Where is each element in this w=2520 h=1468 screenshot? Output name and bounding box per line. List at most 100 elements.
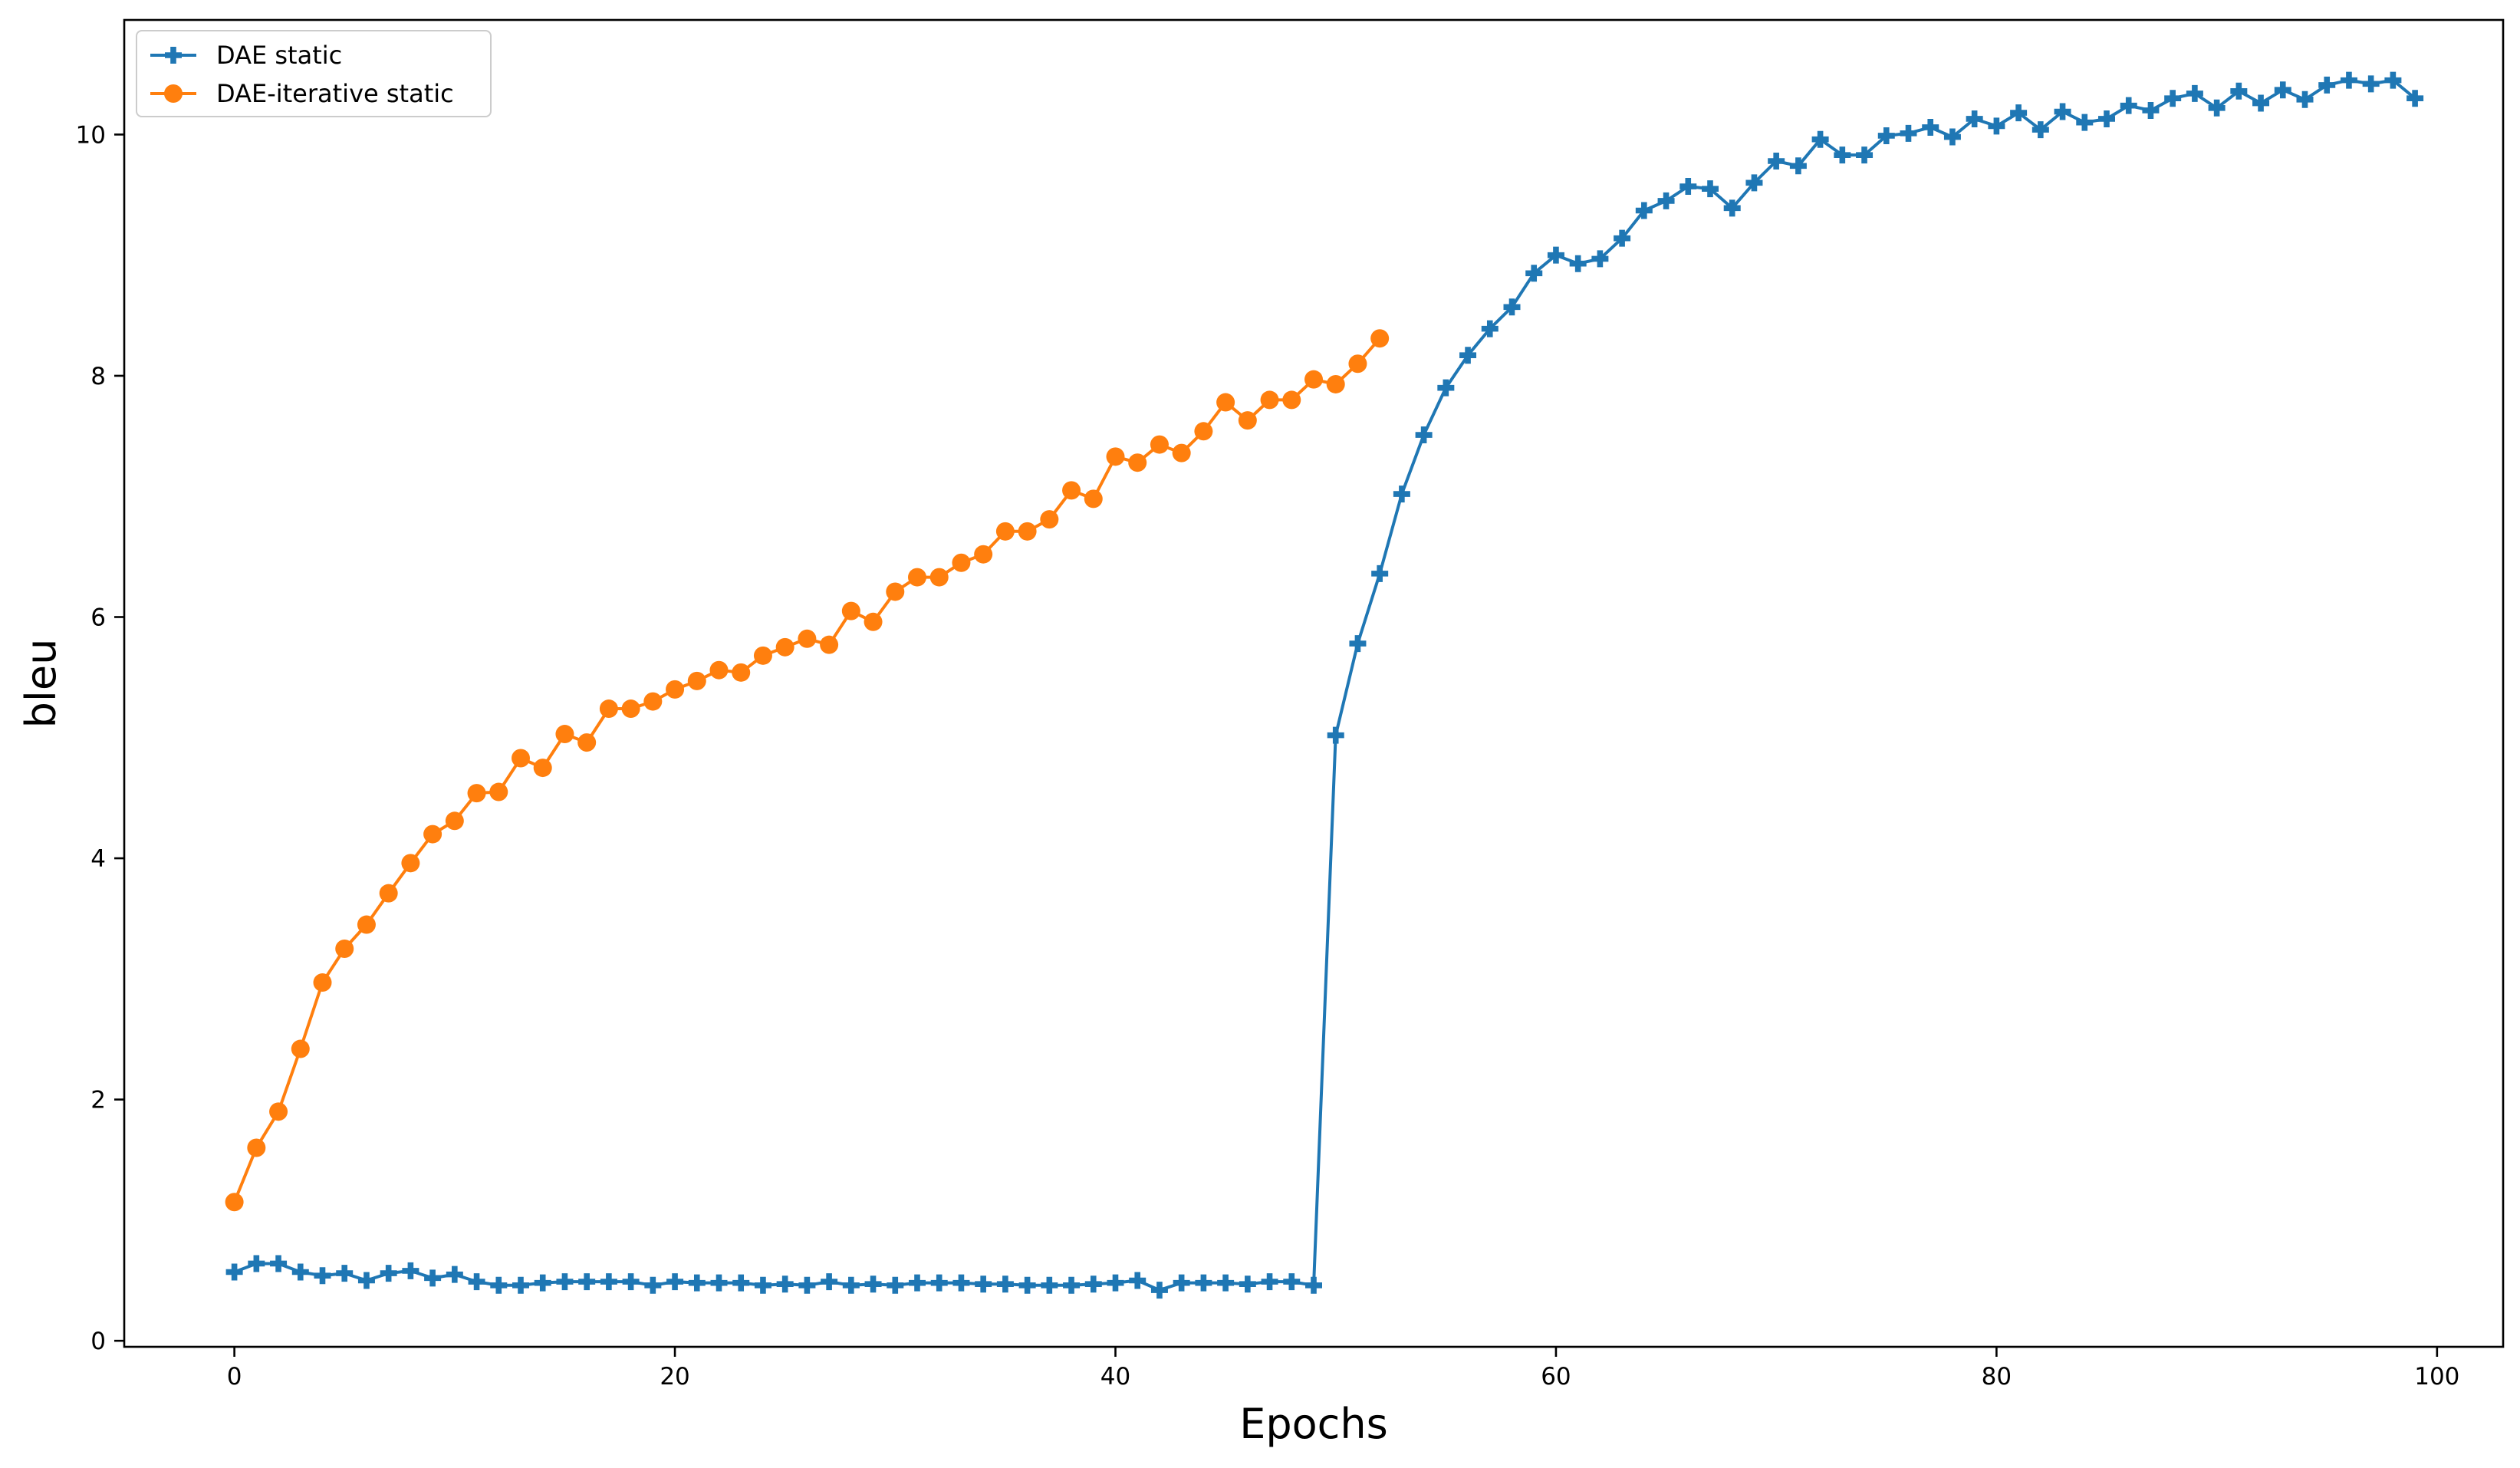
- data-point: [687, 671, 706, 690]
- data-point: [644, 1276, 662, 1294]
- data-point: [688, 1274, 706, 1292]
- data-point: [225, 1193, 244, 1212]
- data-point: [1922, 118, 1939, 136]
- data-point: [909, 1274, 926, 1292]
- data-point: [1635, 202, 1653, 219]
- data-point: [1834, 146, 1851, 164]
- y-tick-label: 0: [90, 1328, 106, 1355]
- series-line: [232, 337, 1381, 1203]
- data-point: [1614, 229, 1631, 247]
- data-point: [732, 1274, 750, 1292]
- x-tick-label: 0: [227, 1363, 242, 1391]
- x-tick-label: 100: [2414, 1363, 2459, 1391]
- data-point: [2252, 94, 2270, 112]
- data-point: [930, 1274, 948, 1292]
- data-point: [380, 1265, 397, 1282]
- data-point: [467, 784, 486, 803]
- data-point: [555, 725, 574, 744]
- data-point: [709, 660, 729, 680]
- data-point: [247, 1138, 266, 1157]
- data-point: [2076, 114, 2094, 131]
- data-point: [402, 1262, 419, 1279]
- legend-label: DAE-iterative static: [216, 79, 454, 108]
- data-point: [1393, 485, 1410, 503]
- data-point: [1239, 1275, 1256, 1293]
- data-point: [753, 646, 772, 665]
- data-point: [1900, 124, 1917, 142]
- data-point: [1415, 426, 1433, 444]
- data-point: [732, 663, 751, 682]
- y-axis-title: bleu: [17, 639, 65, 729]
- data-point: [2318, 76, 2336, 94]
- data-point: [1084, 489, 1103, 509]
- data-point: [512, 749, 530, 768]
- y-tick-label: 6: [90, 604, 106, 632]
- data-point: [533, 759, 552, 778]
- data-point: [1503, 298, 1521, 316]
- data-point: [2031, 121, 2049, 139]
- data-point: [1811, 130, 1829, 148]
- data-point: [775, 637, 794, 657]
- data-point: [2186, 84, 2203, 102]
- data-point: [1591, 250, 1609, 268]
- data-point: [1128, 453, 1147, 472]
- data-point: [1304, 370, 1323, 389]
- data-point: [2362, 75, 2380, 93]
- data-point: [754, 1276, 771, 1294]
- data-point: [1723, 199, 1741, 217]
- data-point: [357, 1272, 375, 1289]
- data-point: [776, 1275, 794, 1293]
- data-point: [599, 699, 618, 719]
- data-point: [1018, 522, 1037, 541]
- data-point: [336, 1265, 354, 1282]
- data-point: [423, 825, 442, 844]
- series-1: [225, 71, 2424, 1299]
- series-2: [225, 329, 1390, 1212]
- y-axis-ticks: 0 2 4 6 8 10: [76, 121, 124, 1355]
- data-point: [622, 1273, 640, 1291]
- data-point: [468, 1273, 485, 1291]
- data-point: [821, 1273, 838, 1291]
- data-point: [1877, 127, 1895, 144]
- data-point: [666, 1273, 684, 1291]
- data-point: [1988, 117, 2005, 135]
- data-point: [820, 635, 839, 654]
- data-point: [1282, 390, 1301, 410]
- data-point: [995, 522, 1015, 541]
- data-point: [534, 1274, 551, 1292]
- data-point: [1745, 174, 1763, 192]
- data-point: [2407, 90, 2424, 107]
- data-point: [1173, 1274, 1190, 1292]
- legend-item-1: DAE static: [150, 41, 342, 70]
- data-point: [1547, 246, 1564, 264]
- data-point: [1569, 255, 1587, 272]
- data-point: [864, 612, 883, 631]
- data-point: [2384, 71, 2402, 89]
- data-point: [621, 699, 640, 719]
- data-point: [1195, 1274, 1212, 1292]
- data-point: [556, 1273, 574, 1291]
- data-point: [270, 1255, 288, 1272]
- data-point: [578, 1273, 596, 1291]
- series-line: [233, 78, 2416, 1292]
- data-point: [975, 1275, 992, 1293]
- data-point: [887, 1276, 904, 1294]
- x-tick-label: 40: [1100, 1363, 1130, 1391]
- data-point: [1856, 146, 1874, 164]
- data-point: [1348, 354, 1367, 374]
- data-point: [1062, 481, 1081, 500]
- legend: DAE static DAE-iterative static: [136, 30, 492, 117]
- data-point: [1150, 1282, 1168, 1299]
- data-point: [974, 545, 993, 564]
- y-tick-label: 8: [90, 363, 106, 390]
- data-point: [1371, 564, 1389, 582]
- data-point: [1041, 1276, 1058, 1294]
- data-point: [710, 1274, 728, 1292]
- data-point: [1437, 379, 1455, 397]
- data-point: [666, 680, 685, 699]
- x-tick-label: 60: [1541, 1363, 1571, 1391]
- legend-box: [136, 30, 492, 117]
- x-axis-title: Epochs: [1239, 1400, 1387, 1448]
- data-point: [1481, 320, 1499, 337]
